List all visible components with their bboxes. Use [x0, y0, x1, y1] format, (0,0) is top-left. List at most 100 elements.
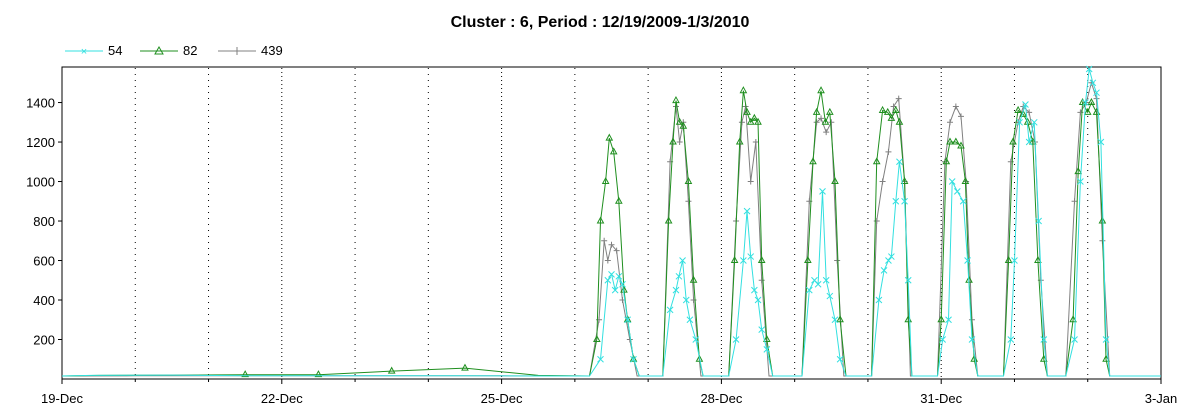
x-tick-label: 19-Dec	[41, 391, 83, 406]
point-marker	[629, 354, 638, 362]
point-marker	[1035, 217, 1042, 225]
point-marker	[601, 176, 610, 185]
point-marker	[1007, 158, 1014, 165]
point-marker	[1025, 138, 1033, 146]
point-marker	[684, 176, 693, 185]
point-marker	[1028, 137, 1037, 145]
point-marker	[611, 286, 619, 294]
point-marker	[743, 207, 751, 215]
point-marker	[679, 257, 686, 264]
point-marker	[387, 366, 396, 374]
point-marker	[873, 218, 880, 225]
point-marker	[675, 117, 684, 125]
point-marker	[892, 197, 900, 205]
point-marker	[964, 257, 971, 264]
point-marker	[1102, 336, 1110, 343]
point-marker	[819, 188, 826, 195]
point-marker	[757, 255, 766, 264]
point-marker	[743, 107, 751, 115]
point-marker	[822, 276, 830, 284]
point-marker	[946, 137, 954, 145]
point-marker	[750, 113, 759, 121]
point-marker	[241, 370, 250, 378]
y-tick-label: 1400	[26, 96, 55, 111]
point-marker	[609, 147, 618, 155]
point-marker	[754, 117, 762, 125]
y-tick-label: 1000	[26, 175, 55, 190]
point-marker	[1007, 336, 1015, 343]
point-marker	[812, 107, 821, 115]
point-marker	[1085, 65, 1093, 73]
x-tick-label: 22-Dec	[261, 391, 303, 406]
point-marker	[885, 148, 892, 155]
point-marker	[679, 121, 688, 129]
point-marker	[1034, 255, 1042, 264]
point-marker	[818, 115, 825, 122]
point-marker	[738, 119, 745, 126]
point-marker	[1014, 105, 1022, 113]
legend-item-82: 82	[140, 43, 197, 58]
point-marker	[953, 188, 961, 195]
point-marker	[875, 296, 883, 304]
point-marker	[817, 86, 825, 94]
point-marker	[901, 197, 908, 205]
series-439	[61, 79, 1161, 377]
point-marker	[885, 257, 892, 264]
point-marker	[809, 157, 817, 165]
point-marker	[952, 137, 960, 145]
point-marker	[672, 96, 680, 104]
point-marker	[1019, 109, 1028, 117]
point-marker	[891, 105, 900, 113]
point-marker	[1016, 118, 1023, 126]
point-marker	[968, 336, 976, 343]
point-marker	[942, 157, 951, 165]
point-marker	[895, 117, 904, 125]
point-marker	[804, 255, 812, 264]
point-marker	[669, 137, 677, 145]
point-marker	[836, 355, 844, 363]
point-marker	[604, 257, 611, 264]
point-marker	[752, 139, 759, 146]
point-marker	[1026, 109, 1033, 116]
point-marker	[695, 354, 704, 362]
point-marker	[605, 133, 614, 141]
point-marker	[762, 334, 771, 343]
legend: × 54 82 439	[65, 43, 283, 58]
point-marker	[608, 241, 615, 248]
point-marker	[686, 316, 694, 324]
point-marker	[672, 286, 680, 294]
point-marker	[895, 95, 902, 102]
x-axis: 19-Dec 22-Dec 25-Dec 28-Dec 31-Dec 3-Jan	[41, 379, 1177, 406]
point-marker	[1082, 99, 1089, 106]
x-tick-label: 25-Dec	[481, 391, 523, 406]
legend-label-82: 82	[183, 43, 197, 58]
point-marker	[937, 315, 946, 323]
point-marker	[1071, 336, 1078, 343]
point-marker	[900, 176, 909, 185]
legend-label-54: 54	[108, 43, 122, 58]
point-marker	[1087, 98, 1096, 106]
point-marker	[754, 296, 762, 304]
point-marker	[624, 316, 631, 324]
point-marker	[823, 129, 830, 136]
point-marker	[613, 247, 620, 254]
legend-marker-plus-icon	[233, 47, 241, 55]
point-marker	[831, 316, 839, 324]
grid-lines	[134, 68, 1089, 378]
point-marker	[630, 355, 637, 363]
point-marker	[664, 216, 673, 224]
point-marker	[1022, 101, 1029, 108]
point-marker	[596, 216, 605, 224]
series-lines	[61, 65, 1161, 378]
legend-marker-x-icon: ×	[81, 46, 87, 58]
x-tick-label: 3-Jan	[1145, 391, 1178, 406]
point-marker	[1040, 336, 1048, 343]
point-marker	[957, 141, 965, 149]
point-marker	[945, 316, 952, 324]
y-tick-label: 200	[33, 333, 55, 348]
y-tick-label: 600	[33, 254, 55, 269]
point-marker	[887, 113, 896, 121]
point-marker	[608, 270, 615, 278]
